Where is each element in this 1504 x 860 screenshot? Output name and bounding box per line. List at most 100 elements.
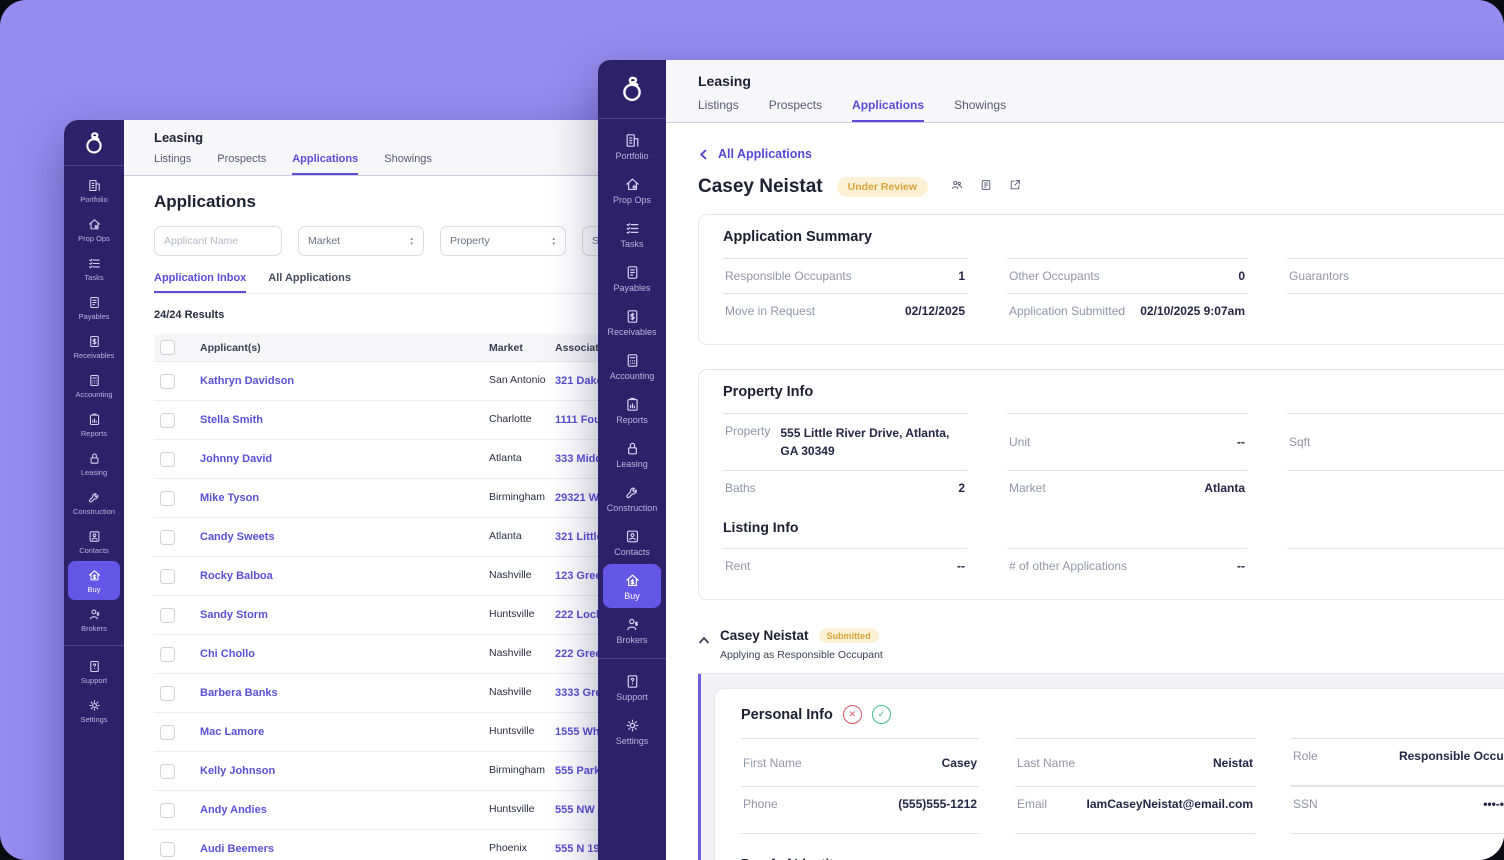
applicant-link[interactable]: Kathryn Davidson — [200, 375, 295, 387]
applicant-link[interactable]: Andy Andies — [200, 804, 267, 816]
applicant-link[interactable]: Chi Chollo — [200, 648, 255, 660]
sidebar-item-contacts[interactable]: Contacts — [603, 520, 661, 564]
sidebar-item-leasing[interactable]: Leasing — [68, 444, 120, 483]
sidebar-item-tasks[interactable]: Tasks — [68, 249, 120, 288]
export-icon[interactable] — [1008, 178, 1022, 197]
sidebar-item-buy[interactable]: Buy — [68, 561, 120, 600]
module-tab[interactable]: Showings — [954, 98, 1007, 112]
sidebar-item-construction[interactable]: Construction — [603, 476, 661, 520]
sidebar-item-brokers[interactable]: Brokers — [603, 608, 661, 652]
row-checkbox[interactable] — [160, 373, 175, 389]
field-value: 02/12/2025 — [904, 304, 965, 318]
sidebar-item-accounting[interactable]: Accounting — [603, 344, 661, 388]
sidebar-item-prop-ops[interactable]: Prop Ops — [68, 210, 120, 249]
nav-icon — [627, 265, 637, 279]
applicant-link[interactable]: Mike Tyson — [200, 492, 260, 504]
property-link[interactable]: 555 N 19th — [555, 843, 611, 855]
row-checkbox[interactable] — [160, 763, 175, 779]
sidebar-item-tasks[interactable]: Tasks — [603, 212, 661, 256]
applicant-link[interactable]: Audi Beemers — [200, 843, 274, 855]
module-tab[interactable]: Listings — [698, 98, 739, 112]
sidebar-item-construction[interactable]: Construction — [68, 483, 120, 522]
row-checkbox[interactable] — [160, 490, 175, 506]
app-logo[interactable] — [64, 120, 124, 166]
applicant-link[interactable]: Candy Sweets — [200, 531, 275, 543]
row-checkbox[interactable] — [160, 685, 175, 701]
reject-button[interactable]: ✕ — [842, 705, 862, 724]
applicant-link[interactable]: Johnny David — [200, 453, 273, 465]
market-select[interactable]: Market ▲ ▼ — [298, 226, 424, 256]
applications-subtab[interactable]: Application Inbox — [154, 272, 247, 293]
sidebar-item-leasing[interactable]: Leasing — [603, 432, 661, 476]
back-to-all-applications-link[interactable]: All Applications — [698, 147, 1504, 161]
sidebar-item-prop-ops[interactable]: Prop Ops — [603, 168, 661, 212]
id-document-icon[interactable] — [979, 178, 993, 197]
row-checkbox[interactable] — [160, 568, 175, 584]
property-link[interactable]: 555 NW Gr — [555, 804, 611, 816]
module-tab[interactable]: Applications — [292, 153, 359, 175]
applicant-link[interactable]: Stella Smith — [200, 414, 263, 426]
module-tab[interactable]: Prospects — [768, 98, 823, 112]
applicant-link[interactable]: Kelly Johnson — [200, 765, 276, 777]
applicant-link[interactable]: Rocky Balboa — [200, 570, 273, 582]
property-link[interactable]: 3333 Gree — [555, 687, 608, 699]
listing-grid: Rent -- # of other Applications -- — [723, 548, 1504, 583]
sidebar-item-receivables[interactable]: Receivables — [68, 327, 120, 366]
applicant-link[interactable]: Barbera Banks — [200, 687, 278, 699]
row-checkbox[interactable] — [160, 607, 175, 623]
property-link[interactable]: 333 Middle — [555, 453, 612, 465]
property-link[interactable]: 222 Green — [555, 648, 609, 660]
sidebar-item-portfolio[interactable]: Portfolio — [603, 124, 661, 168]
row-checkbox[interactable] — [160, 529, 175, 545]
property-link[interactable]: 29321 Wolf — [555, 492, 613, 504]
sidebar-item-support[interactable]: Support — [68, 652, 120, 691]
row-checkbox[interactable] — [160, 646, 175, 662]
field-cell: Phone (555)555-1212 — [741, 786, 979, 834]
module-tab[interactable]: Applications — [852, 98, 925, 122]
property-select[interactable]: Property ▲ ▼ — [440, 226, 566, 256]
sidebar-item-portfolio[interactable]: Portfolio — [68, 171, 120, 210]
table-row: Audi Beemers Phoenix 555 N 19th — [154, 830, 1124, 860]
applicant-link[interactable]: Mac Lamore — [200, 726, 265, 738]
sidebar-item-reports[interactable]: Reports — [68, 405, 120, 444]
field-label: Other Occupants — [1009, 269, 1100, 283]
row-checkbox[interactable] — [160, 451, 175, 467]
select-all-checkbox[interactable] — [160, 340, 175, 355]
nav-label: Leasing — [80, 467, 108, 477]
sidebar-item-receivables[interactable]: Receivables — [603, 300, 661, 344]
sidebar-item-support[interactable]: Support — [603, 665, 661, 709]
module-tab[interactable]: Prospects — [217, 153, 267, 165]
row-checkbox[interactable] — [160, 802, 175, 818]
sidebar-item-settings[interactable]: Settings — [603, 709, 661, 753]
sidebar-item-contacts[interactable]: Contacts — [68, 522, 120, 561]
row-checkbox[interactable] — [160, 841, 175, 857]
sidebar-item-buy[interactable]: Buy — [603, 564, 661, 608]
right-sidebar-footer: Support Settings — [598, 658, 666, 753]
occupants-icon[interactable] — [950, 178, 964, 197]
sidebar-item-accounting[interactable]: Accounting — [68, 366, 120, 405]
property-link[interactable]: 222 Lockp — [555, 609, 609, 621]
row-checkbox[interactable] — [160, 724, 175, 740]
sidebar-item-reports[interactable]: Reports — [603, 388, 661, 432]
applicant-name-input[interactable] — [154, 226, 282, 256]
nav-label: Tasks — [84, 272, 104, 282]
module-tab[interactable]: Showings — [384, 153, 432, 165]
sidebar-item-payables[interactable]: Payables — [68, 288, 120, 327]
field-label: Role — [1293, 749, 1318, 763]
sidebar-item-payables[interactable]: Payables — [603, 256, 661, 300]
applications-subtab[interactable]: All Applications — [268, 272, 351, 284]
sidebar-item-settings[interactable]: Settings — [68, 691, 120, 730]
field-value: 1 — [958, 269, 965, 283]
module-tab[interactable]: Listings — [154, 153, 192, 165]
approve-button[interactable]: ✓ — [871, 705, 891, 724]
field-cell: Guarantors — [1287, 258, 1504, 293]
field-cell: First Name Casey — [741, 738, 979, 786]
applicant-link[interactable]: Sandy Storm — [200, 609, 268, 621]
sidebar-item-brokers[interactable]: Brokers — [68, 600, 120, 639]
row-checkbox[interactable] — [160, 412, 175, 428]
field-value: 2 — [958, 481, 965, 495]
app-logo[interactable] — [598, 60, 666, 119]
property-link[interactable]: 555 Park D — [555, 765, 612, 777]
collapse-chevron-icon[interactable] — [698, 633, 710, 661]
nav-icon — [89, 374, 99, 386]
